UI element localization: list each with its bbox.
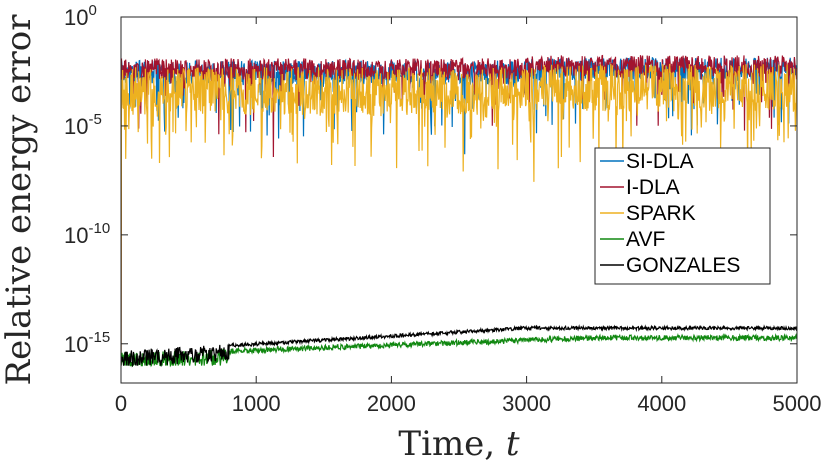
y-tick-label: 10-10 bbox=[64, 220, 110, 248]
series-line-avf bbox=[121, 332, 797, 368]
legend-label-si-dla: SI-DLA bbox=[626, 150, 694, 173]
y-tick-label: 10-5 bbox=[64, 111, 102, 139]
plot-frame bbox=[120, 16, 798, 384]
y-axis-label: Relative energy error bbox=[0, 14, 39, 386]
tick-layer bbox=[120, 16, 798, 383]
legend-label-avf: AVF bbox=[626, 228, 665, 251]
series-line-gonzales bbox=[121, 324, 797, 368]
x-tick-label: 1000 bbox=[232, 391, 281, 416]
x-tick-label: 5000 bbox=[773, 391, 822, 416]
series-line-spark bbox=[121, 63, 797, 366]
y-tick-label: 10-15 bbox=[64, 329, 110, 357]
series-layer bbox=[121, 54, 797, 368]
legend-label-spark: SPARK bbox=[626, 202, 696, 225]
x-axis-label: Time, t bbox=[398, 424, 520, 464]
x-tick-labels: 0 1000 2000 3000 4000 5000 bbox=[115, 391, 822, 416]
y-tick-labels: 100 10-5 10-10 10-15 bbox=[64, 2, 110, 357]
x-tick-label: 0 bbox=[115, 391, 127, 416]
x-tick-label: 4000 bbox=[637, 391, 686, 416]
legend-box bbox=[594, 147, 771, 285]
legend: SI-DLA I-DLA SPARK AVF GONZALES bbox=[594, 147, 771, 285]
y-tick-label: 100 bbox=[64, 2, 97, 30]
legend-label-i-dla: I-DLA bbox=[626, 176, 680, 199]
x-tick-label: 3000 bbox=[502, 391, 551, 416]
x-tick-label: 2000 bbox=[367, 391, 416, 416]
series-line-i-dla bbox=[121, 54, 797, 366]
legend-label-gonzales: GONZALES bbox=[626, 254, 740, 277]
